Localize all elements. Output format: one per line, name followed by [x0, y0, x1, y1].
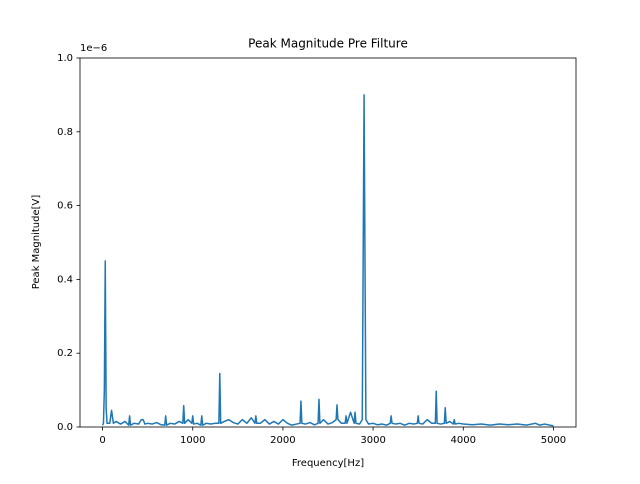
plot-frame	[79, 57, 577, 428]
x-tick-label: 2000	[270, 435, 295, 446]
y-tick-label: 0.0	[57, 422, 73, 433]
x-tick-label: 3000	[360, 435, 385, 446]
x-tick-label: 0	[99, 435, 105, 446]
y-tick-label: 0.6	[57, 201, 73, 212]
chart-title: Peak Magnitude Pre Filture	[248, 37, 408, 51]
x-tick-label: 5000	[541, 435, 566, 446]
y-offset-label: 1e−6	[80, 43, 107, 54]
x-tick-label: 1000	[180, 435, 205, 446]
x-tick-label: 4000	[451, 435, 476, 446]
series-line	[101, 94, 554, 427]
y-tick-label: 1.0	[57, 53, 73, 64]
y-axis-label: Peak Magnitude[V]	[31, 195, 42, 290]
x-axis-label: Frequency[Hz]	[292, 458, 364, 469]
y-tick-label: 0.2	[57, 348, 73, 359]
y-tick-label: 0.8	[57, 127, 73, 138]
y-tick-label: 0.4	[57, 274, 73, 285]
